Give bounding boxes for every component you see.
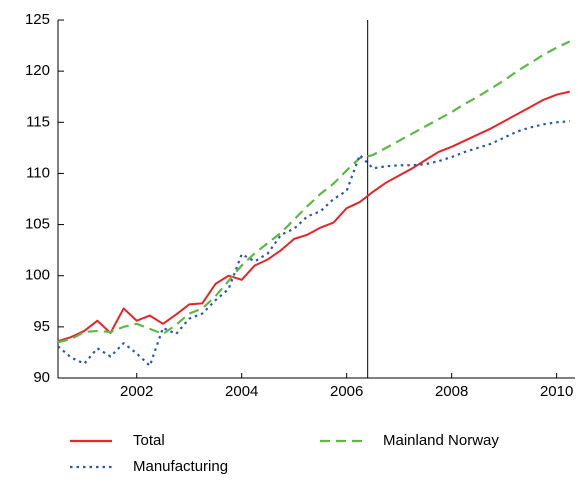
x-tick-label: 2002 <box>120 383 153 400</box>
legend-label: Manufacturing <box>133 458 228 475</box>
series-line <box>57 120 570 367</box>
x-tick-label: 2006 <box>330 383 363 400</box>
series-line <box>57 90 570 343</box>
y-tick-label: 100 <box>25 267 50 284</box>
x-tick-label: 2010 <box>540 383 573 400</box>
y-tick-label: 90 <box>33 369 50 386</box>
y-tick-label: 105 <box>25 216 50 233</box>
x-tick-label: 2004 <box>225 383 258 400</box>
series-line <box>57 40 571 344</box>
legend-label: Mainland Norway <box>383 432 499 449</box>
y-tick-label: 125 <box>25 11 50 28</box>
y-tick-label: 115 <box>26 113 50 130</box>
legend-label: Total <box>133 432 165 449</box>
y-tick-label: 95 <box>33 318 50 335</box>
y-tick-label: 110 <box>26 164 50 181</box>
y-tick-label: 120 <box>25 62 50 79</box>
x-tick-label: 2008 <box>435 383 468 400</box>
